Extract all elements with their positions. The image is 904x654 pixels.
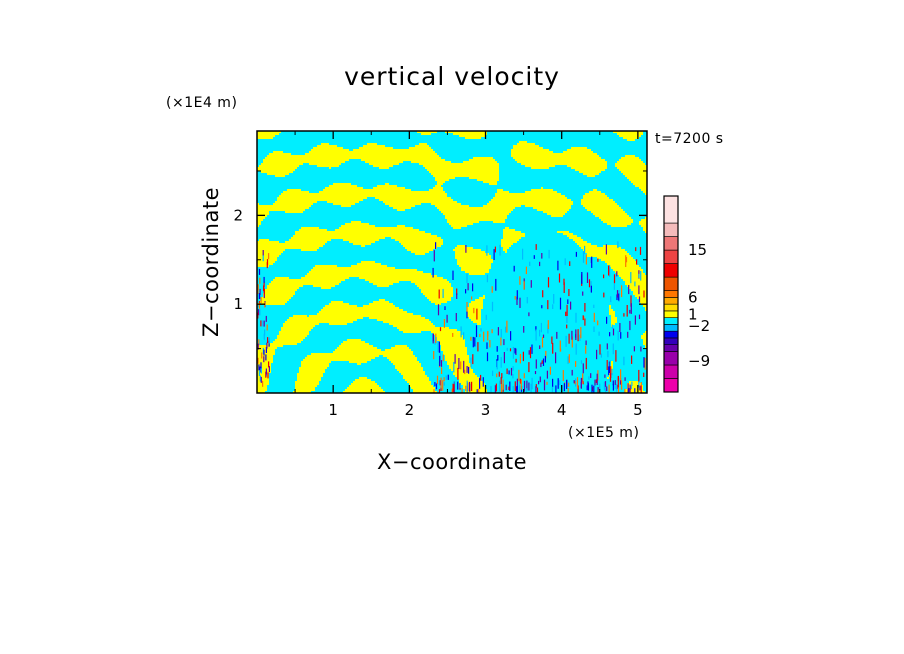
colorbar-swatch-3 [663,344,679,352]
x-unit-label: (×1E5 m) [568,425,639,441]
colorbar-swatch-17 [663,195,679,224]
colorbar-label: 1 [688,305,698,323]
y-axis-label: Z−coordinate [199,187,223,337]
colorbar-swatch-5 [663,330,679,339]
colorbar-label: 6 [688,288,698,306]
velocity-field [257,131,647,393]
x-tick-label-1: 1 [328,401,338,419]
x-tick-label-2: 2 [405,401,415,419]
colorbar-swatch-7 [663,317,679,325]
colorbar-frame [663,195,679,393]
time-label: t=7200 s [655,131,724,147]
colorbar-swatch-8 [663,310,679,318]
x-tick-label-3: 3 [481,401,491,419]
x-tick-label-5: 5 [633,401,643,419]
colorbar-label: 15 [688,241,707,259]
y-unit-label: (×1E4 m) [166,95,237,111]
chart-title: vertical velocity [344,62,560,91]
colorbar-swatch-10 [663,297,679,305]
colorbar: 15 61−2 −9 [663,195,710,393]
colorbar-swatch-14 [663,249,679,264]
colorbar-swatch-4 [663,337,679,345]
y-tick-label-1: 1 [233,295,243,313]
plot-frame [256,130,648,394]
y-axis: 12 [233,170,647,350]
colorbar-swatch-15 [663,236,679,251]
colorbar-swatch-2 [663,351,679,366]
colorbar-label: −2 [688,317,710,335]
colorbar-swatch-1 [663,364,679,379]
colorbar-label: −9 [688,352,710,370]
colorbar-swatch-16 [663,222,679,237]
y-tick-label-2: 2 [233,206,243,224]
x-axis: 1 2 3 4 5 [294,131,643,419]
colorbar-swatch-6 [663,324,679,332]
colorbar-swatch-9 [663,303,679,312]
x-axis-label: X−coordinate [377,450,527,474]
colorbar-swatch-11 [663,290,679,298]
colorbar-swatch-0 [663,378,679,393]
colorbar-swatch-13 [663,263,679,278]
colorbar-swatch-12 [663,276,679,291]
x-tick-label-4: 4 [557,401,567,419]
